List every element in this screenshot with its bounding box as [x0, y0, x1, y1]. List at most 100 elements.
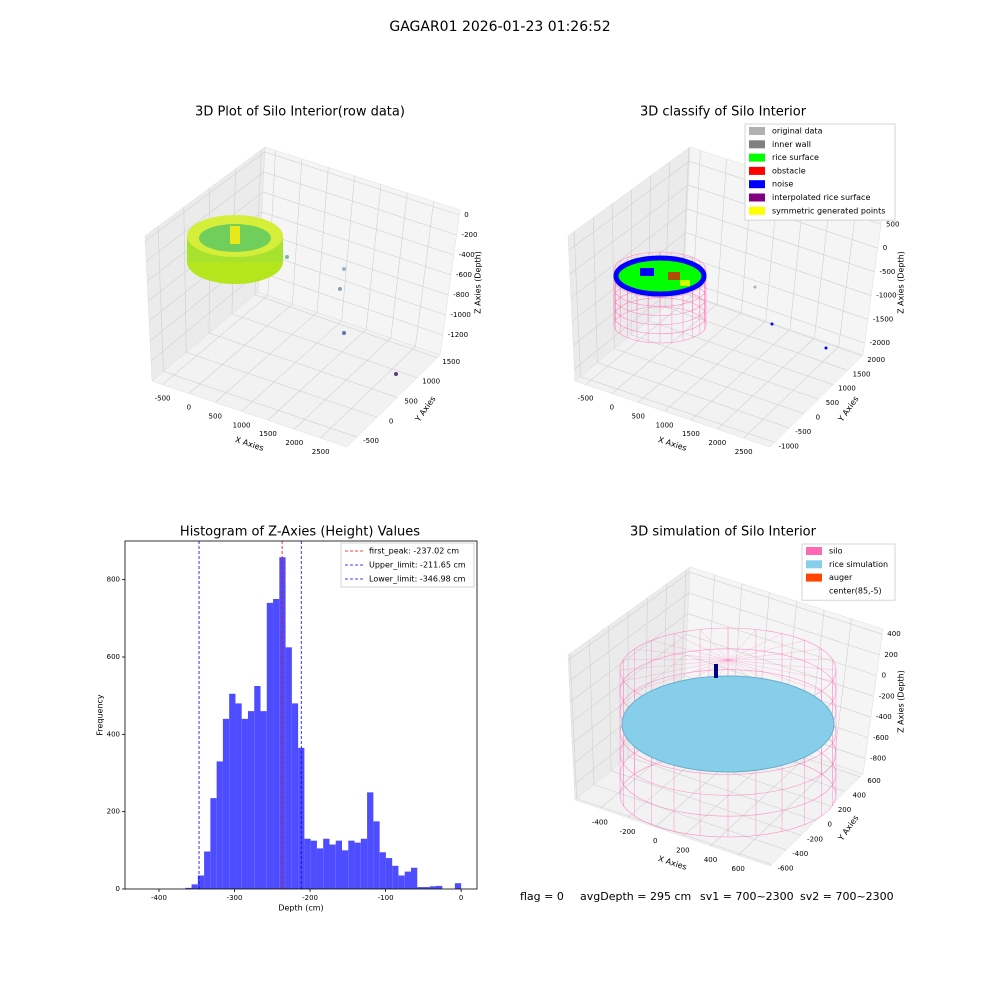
- grid-line: [267, 329, 367, 421]
- histogram-bar: [204, 851, 211, 889]
- legend-swatch: [749, 153, 765, 162]
- point-clouds: [187, 215, 837, 838]
- y-tick-label: -500: [795, 428, 811, 436]
- grid-line: [570, 208, 875, 299]
- grid-line: [294, 337, 392, 430]
- legend-box: [744, 123, 896, 221]
- x-axis-label: Depth (cm): [278, 904, 323, 913]
- y-tick-label: 1000: [422, 378, 440, 386]
- z-tick-label: -800: [453, 291, 469, 299]
- z-axis-label: Z Axies (Depth): [474, 251, 483, 314]
- stray-point: [342, 267, 346, 271]
- grid-line: [710, 754, 809, 847]
- stray-point: [394, 372, 398, 376]
- legend-swatch: [806, 560, 822, 569]
- legend-label: auger: [829, 573, 853, 582]
- histogram-bar: [235, 703, 242, 889]
- legend-box: [340, 542, 475, 588]
- grid-line: [610, 770, 802, 836]
- histogram-bar: [185, 887, 192, 889]
- stray-point: [770, 322, 774, 326]
- legend-swatch: [749, 206, 765, 215]
- legend-swatch: [749, 180, 765, 189]
- x-tick-label: 0: [610, 403, 614, 411]
- cloud-obstacle: [230, 226, 240, 244]
- wire-line: [727, 659, 822, 692]
- x-tick-label: 200: [676, 847, 689, 855]
- legend-label: symmetric generated points: [772, 206, 885, 215]
- wire-line: [634, 659, 729, 692]
- histogram-bar: [285, 647, 292, 889]
- wire-line: [727, 633, 783, 661]
- annotation: avgDepth = 295 cm: [580, 890, 691, 903]
- y-tick-label: 0: [828, 821, 832, 829]
- legend-swatch: [806, 547, 822, 555]
- grid-line: [186, 351, 378, 418]
- legend-label: Upper_limit: -211.65 cm: [369, 561, 466, 570]
- histogram-bar: [454, 883, 462, 889]
- x-tick-label: 400: [704, 856, 717, 864]
- stray-point: [342, 331, 346, 335]
- axes-frame: [124, 540, 478, 890]
- z-axis-label: Z Axies (Depth): [897, 670, 906, 733]
- grid-line: [316, 167, 329, 313]
- grid-line: [341, 175, 355, 321]
- histogram-bar: [323, 838, 330, 889]
- grid-line: [570, 613, 877, 702]
- x-tick-label: -500: [155, 395, 171, 403]
- grid-line: [188, 303, 293, 394]
- stray-point: [753, 285, 757, 289]
- y-tick-label: -600: [778, 865, 794, 873]
- histogram-bar: [354, 842, 361, 889]
- legend-swatch: [749, 140, 765, 149]
- grid-line: [146, 171, 457, 262]
- histogram-bar: [260, 711, 267, 889]
- x-tick-label: -400: [592, 818, 608, 826]
- wire-line: [651, 640, 729, 661]
- histogram-bar: [367, 792, 374, 889]
- histogram-bar: [247, 711, 255, 889]
- histogram-bar: [197, 875, 205, 889]
- y-tick-label: -1000: [778, 442, 798, 450]
- wire-ring: [613, 306, 707, 344]
- grid-line: [292, 158, 303, 304]
- histogram-bar: [222, 718, 230, 889]
- z-tick-label: -1000: [451, 311, 471, 319]
- x-tick-label: 2000: [285, 439, 303, 447]
- wire-line: [623, 658, 729, 661]
- y-tick-label: -400: [792, 850, 808, 858]
- legend-label: center(85,-5): [829, 586, 882, 595]
- x-tick-label: -100: [378, 894, 394, 902]
- z-tick-label: -1200: [448, 331, 468, 339]
- histogram-bar: [373, 821, 380, 889]
- histogram-bar: [404, 871, 411, 889]
- y-tick-label: 2000: [867, 356, 885, 364]
- y-tick-label: 500: [404, 397, 417, 405]
- x-tick-label: -200: [620, 828, 636, 836]
- y-tick-label: 0: [389, 417, 393, 425]
- z-tick-label: -500: [879, 268, 895, 276]
- x-tick-label: 600: [732, 865, 745, 873]
- z-tick-label: -200: [879, 692, 895, 700]
- grid-line: [320, 346, 416, 439]
- y-tick-label: 800: [107, 576, 120, 584]
- y-tick-label: 0: [116, 885, 120, 893]
- chart-title: Histogram of Z-Axies (Height) Values: [180, 525, 420, 540]
- wire-line: [727, 658, 833, 661]
- figure-title: GAGAR01 2026-01-23 01:26:52: [389, 19, 610, 35]
- grid-line: [593, 784, 787, 851]
- x-tick-label: -500: [578, 395, 594, 403]
- y-tick-label: 600: [107, 653, 120, 661]
- histogram-bar: [385, 858, 393, 889]
- auger: [714, 664, 718, 678]
- x-tick-label: 1000: [233, 421, 251, 429]
- grid-line: [145, 151, 460, 242]
- grid-line: [580, 376, 775, 443]
- grid-line: [215, 312, 318, 403]
- histogram-bar: [304, 838, 311, 889]
- grid-line: [597, 362, 790, 429]
- z-tick-label: 200: [884, 651, 897, 659]
- grid-line: [592, 217, 598, 363]
- histogram-bar: [229, 693, 236, 889]
